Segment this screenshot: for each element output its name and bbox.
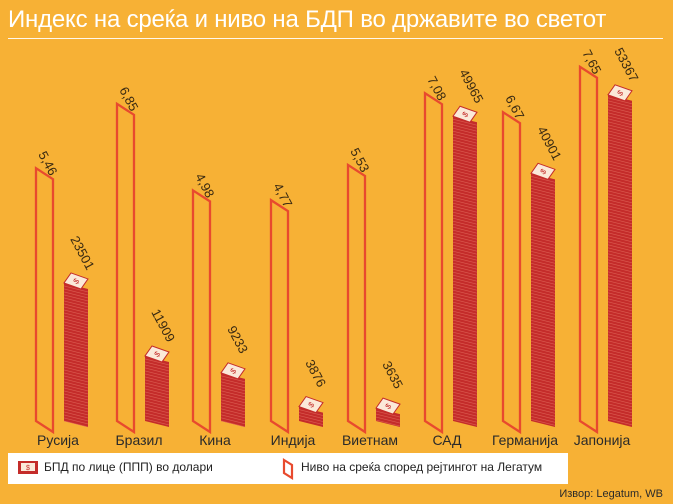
- gdp-stack-bar: $: [452, 105, 478, 428]
- happiness-value-label: 4,77: [270, 181, 295, 210]
- happiness-value-label: 6,85: [116, 84, 141, 113]
- happiness-outline-bar: [191, 188, 212, 435]
- svg-text:$: $: [539, 167, 549, 177]
- legend: $ БПД по лице (ППП) во долари Ниво на ср…: [0, 453, 673, 484]
- svg-text:$: $: [229, 366, 239, 376]
- happiness-value-label: 5,46: [35, 149, 60, 178]
- category-label: Бразил: [115, 432, 162, 448]
- gdp-value-label: 53367: [611, 45, 641, 84]
- country-group: 7,08 $49965 САД: [423, 67, 487, 448]
- category-label: Кина: [199, 432, 231, 448]
- gdp-value-label: 3635: [379, 358, 406, 391]
- category-label: Јапонија: [574, 432, 631, 448]
- gdp-value-label: 23501: [67, 233, 97, 272]
- gdp-stack-bar: $: [530, 162, 556, 427]
- happiness-value-label: 6,67: [502, 93, 527, 122]
- svg-text:$: $: [384, 401, 394, 411]
- gdp-stack-bar: $: [63, 272, 89, 428]
- gdp-stack-bar: $: [220, 362, 246, 428]
- happiness-outline-bar: [34, 166, 55, 435]
- legend-gdp-icon: $: [18, 461, 38, 474]
- gdp-stack-bar: $: [144, 345, 170, 427]
- category-label: Германија: [492, 432, 558, 448]
- category-label: Виетнам: [342, 432, 398, 448]
- svg-text:$: $: [616, 88, 626, 98]
- gdp-stack-bar: $: [607, 84, 633, 427]
- country-group: 6,67 $40901 Германија: [492, 93, 565, 448]
- svg-text:$: $: [307, 400, 317, 410]
- country-group: 7,65 $53367 Јапонија: [574, 45, 642, 448]
- happiness-value-label: 7,65: [579, 47, 604, 76]
- legend-gdp-label: БПД по лице (ППП) во долари: [44, 460, 213, 474]
- category-label: САД: [432, 432, 462, 448]
- country-group: 5,53 $3635 Виетнам: [342, 145, 406, 448]
- svg-text:$: $: [72, 276, 82, 286]
- legend-happiness-icon: [282, 458, 294, 480]
- category-label: Индија: [271, 432, 316, 448]
- svg-text:$: $: [461, 109, 471, 119]
- category-label: Русија: [37, 432, 79, 448]
- happiness-outline-bar: [501, 110, 522, 435]
- happiness-value-label: 4,98: [192, 171, 217, 200]
- gdp-value-label: 3876: [302, 357, 329, 390]
- happiness-value-label: 5,53: [347, 145, 372, 174]
- gdp-value-label: 49965: [456, 67, 486, 106]
- svg-text:$: $: [26, 465, 30, 472]
- gdp-value-label: 11909: [148, 306, 178, 344]
- svg-text:$: $: [153, 349, 163, 359]
- legend-background: [8, 453, 568, 484]
- legend-happiness-label: Ниво на среќа според рејтингот на Легату…: [301, 460, 543, 474]
- happiness-outline-bar: [423, 91, 444, 435]
- happiness-value-label: 7,08: [424, 74, 449, 103]
- happiness-outline-bar: [269, 198, 290, 435]
- source-note: Извор: Legatum, WB: [559, 488, 663, 500]
- chart-title: Индекс на среќа и ниво на БДП во државит…: [8, 6, 607, 33]
- gdp-stack-bar: $: [375, 397, 401, 427]
- country-group: 5,46 $23501 Русија: [34, 149, 98, 448]
- happiness-outline-bar: [578, 64, 599, 435]
- happiness-outline-bar: [115, 101, 136, 435]
- country-group: 6,85 $11909 Бразил: [115, 84, 178, 448]
- country-group: 4,98 $9233 Кина: [191, 171, 251, 448]
- title-underline: [8, 38, 663, 39]
- gdp-value-label: 40901: [534, 124, 564, 163]
- happiness-outline-bar: [346, 162, 367, 435]
- chart-area: 5,46 $23501 Русија 6,85 $11909 Бразил 4,98 $923…: [34, 45, 642, 448]
- country-group: 4,77 $3876 Индија: [269, 181, 329, 448]
- gdp-stack-bar: $: [298, 395, 324, 427]
- gdp-value-label: 9233: [224, 323, 251, 356]
